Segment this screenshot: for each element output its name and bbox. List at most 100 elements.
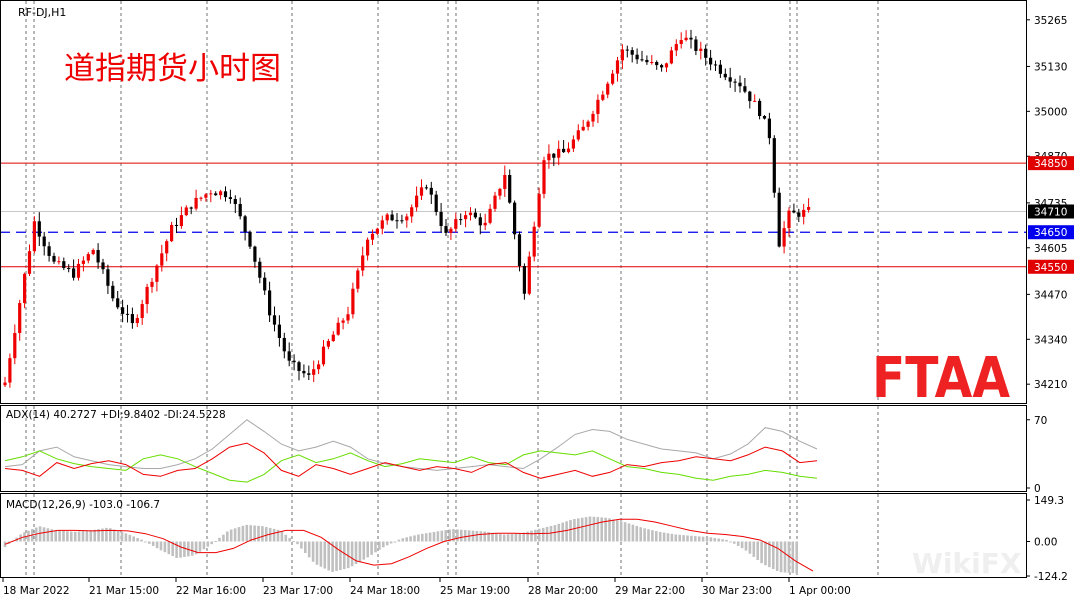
macd-bar <box>93 529 96 542</box>
macd-bar <box>311 541 315 562</box>
macd-bar <box>561 522 564 542</box>
macd-bar <box>440 530 444 542</box>
macd-bar <box>229 529 233 542</box>
macd-bar <box>268 527 272 542</box>
candle-body <box>606 83 610 95</box>
candle-body <box>468 212 473 216</box>
candle-body <box>307 373 311 375</box>
candle-body <box>272 315 277 325</box>
macd-bar <box>218 537 221 542</box>
macd-bar <box>775 541 779 571</box>
macd-bar <box>105 527 108 542</box>
macd-bar <box>198 541 202 552</box>
candle-body <box>67 268 71 270</box>
macd-bar <box>600 517 603 542</box>
candle-body <box>410 207 414 217</box>
macd-bar <box>214 540 217 542</box>
candle-body <box>287 351 291 361</box>
macd-bar <box>401 538 405 542</box>
macd-bar <box>701 536 705 542</box>
macd-bar <box>417 534 420 542</box>
candle-body <box>689 37 693 40</box>
candle-body <box>238 204 242 217</box>
candle-body <box>62 261 66 269</box>
macd-bar <box>409 536 412 542</box>
candle-body <box>601 94 605 100</box>
macd-tick-label: 149.3 <box>1034 495 1064 507</box>
macd-bar <box>631 524 635 542</box>
candle-body <box>753 100 757 102</box>
price-tick-label: 35265 <box>1034 15 1067 27</box>
candle-body <box>170 224 174 242</box>
macd-bar <box>604 517 607 542</box>
candle-body <box>787 210 791 229</box>
adx-tick-label: 70 <box>1034 415 1047 427</box>
price-tick-label: 35130 <box>1034 61 1067 73</box>
candle-body <box>106 269 110 286</box>
macd-bar <box>151 541 155 547</box>
candle-body <box>782 228 786 247</box>
macd-bar <box>452 529 455 542</box>
candle-body <box>645 59 649 63</box>
macd-bar <box>545 526 549 542</box>
macd-bar <box>405 537 408 542</box>
candle-body <box>454 219 458 229</box>
macd-bar <box>226 531 229 542</box>
macd-bar <box>389 541 393 544</box>
candle-body <box>125 313 130 315</box>
macd-bar <box>760 541 763 564</box>
macd-bar <box>744 541 748 551</box>
candle-body <box>723 73 727 78</box>
time-label: 22 Mar 16:00 <box>176 585 246 597</box>
macd-bar <box>779 541 783 573</box>
candle-body <box>493 195 497 209</box>
macd-bar <box>210 541 213 545</box>
macd-bar <box>222 534 225 542</box>
candle-body <box>336 322 340 335</box>
macd-bar <box>73 531 77 542</box>
level-tag-label: 34650 <box>1034 227 1067 239</box>
macd-bar <box>736 541 740 546</box>
macd-bar <box>284 534 288 542</box>
macd-bar <box>276 529 280 542</box>
macd-bar <box>686 535 689 542</box>
macd-bar <box>296 541 299 545</box>
macd-bar <box>670 533 674 542</box>
macd-bar <box>678 534 681 542</box>
macd-bar <box>62 530 65 542</box>
price-tick-label: 34340 <box>1034 334 1067 346</box>
candle-body <box>473 212 477 218</box>
macd-bar <box>616 520 619 542</box>
candle-body <box>679 40 683 45</box>
price-pane[interactable]: RF-DJ,H1 道指期货小时图 35265351303500034870347… <box>0 6 1074 411</box>
candle-body <box>326 341 330 347</box>
macd-bar <box>483 531 486 542</box>
ftaa-logo: FTAA <box>872 346 1011 411</box>
adx-pane[interactable]: ADX(14) 40.2727 +DI:9.8402 -DI:24.5228 7… <box>4 409 1047 495</box>
macd-bar <box>413 535 416 542</box>
adx-series-line <box>4 419 818 471</box>
level-tag-label: 34850 <box>1034 158 1067 170</box>
macd-bar <box>674 534 678 542</box>
macd-bar <box>752 541 756 557</box>
candle-body <box>160 253 164 266</box>
macd-bar <box>315 541 319 565</box>
candle-body <box>424 187 428 189</box>
candle-body <box>405 216 409 221</box>
candle-body <box>18 303 22 334</box>
macd-bar <box>241 525 245 542</box>
candle-body <box>772 138 776 193</box>
candle-body <box>699 48 703 51</box>
candle-body <box>145 286 149 305</box>
candle-body <box>258 261 262 278</box>
macd-bar <box>491 532 494 542</box>
macd-bar <box>257 525 260 542</box>
candle-body <box>292 360 296 363</box>
macd-bar <box>709 537 713 542</box>
candle-body <box>419 187 424 196</box>
macd-bar <box>694 536 697 542</box>
macd-pane[interactable]: MACD(12,26,9) -103.0 -106.7 149.3 0.00 -12… <box>3 495 1068 583</box>
macd-bar <box>362 541 366 560</box>
candle-body <box>248 231 252 247</box>
macd-bar <box>588 516 592 542</box>
